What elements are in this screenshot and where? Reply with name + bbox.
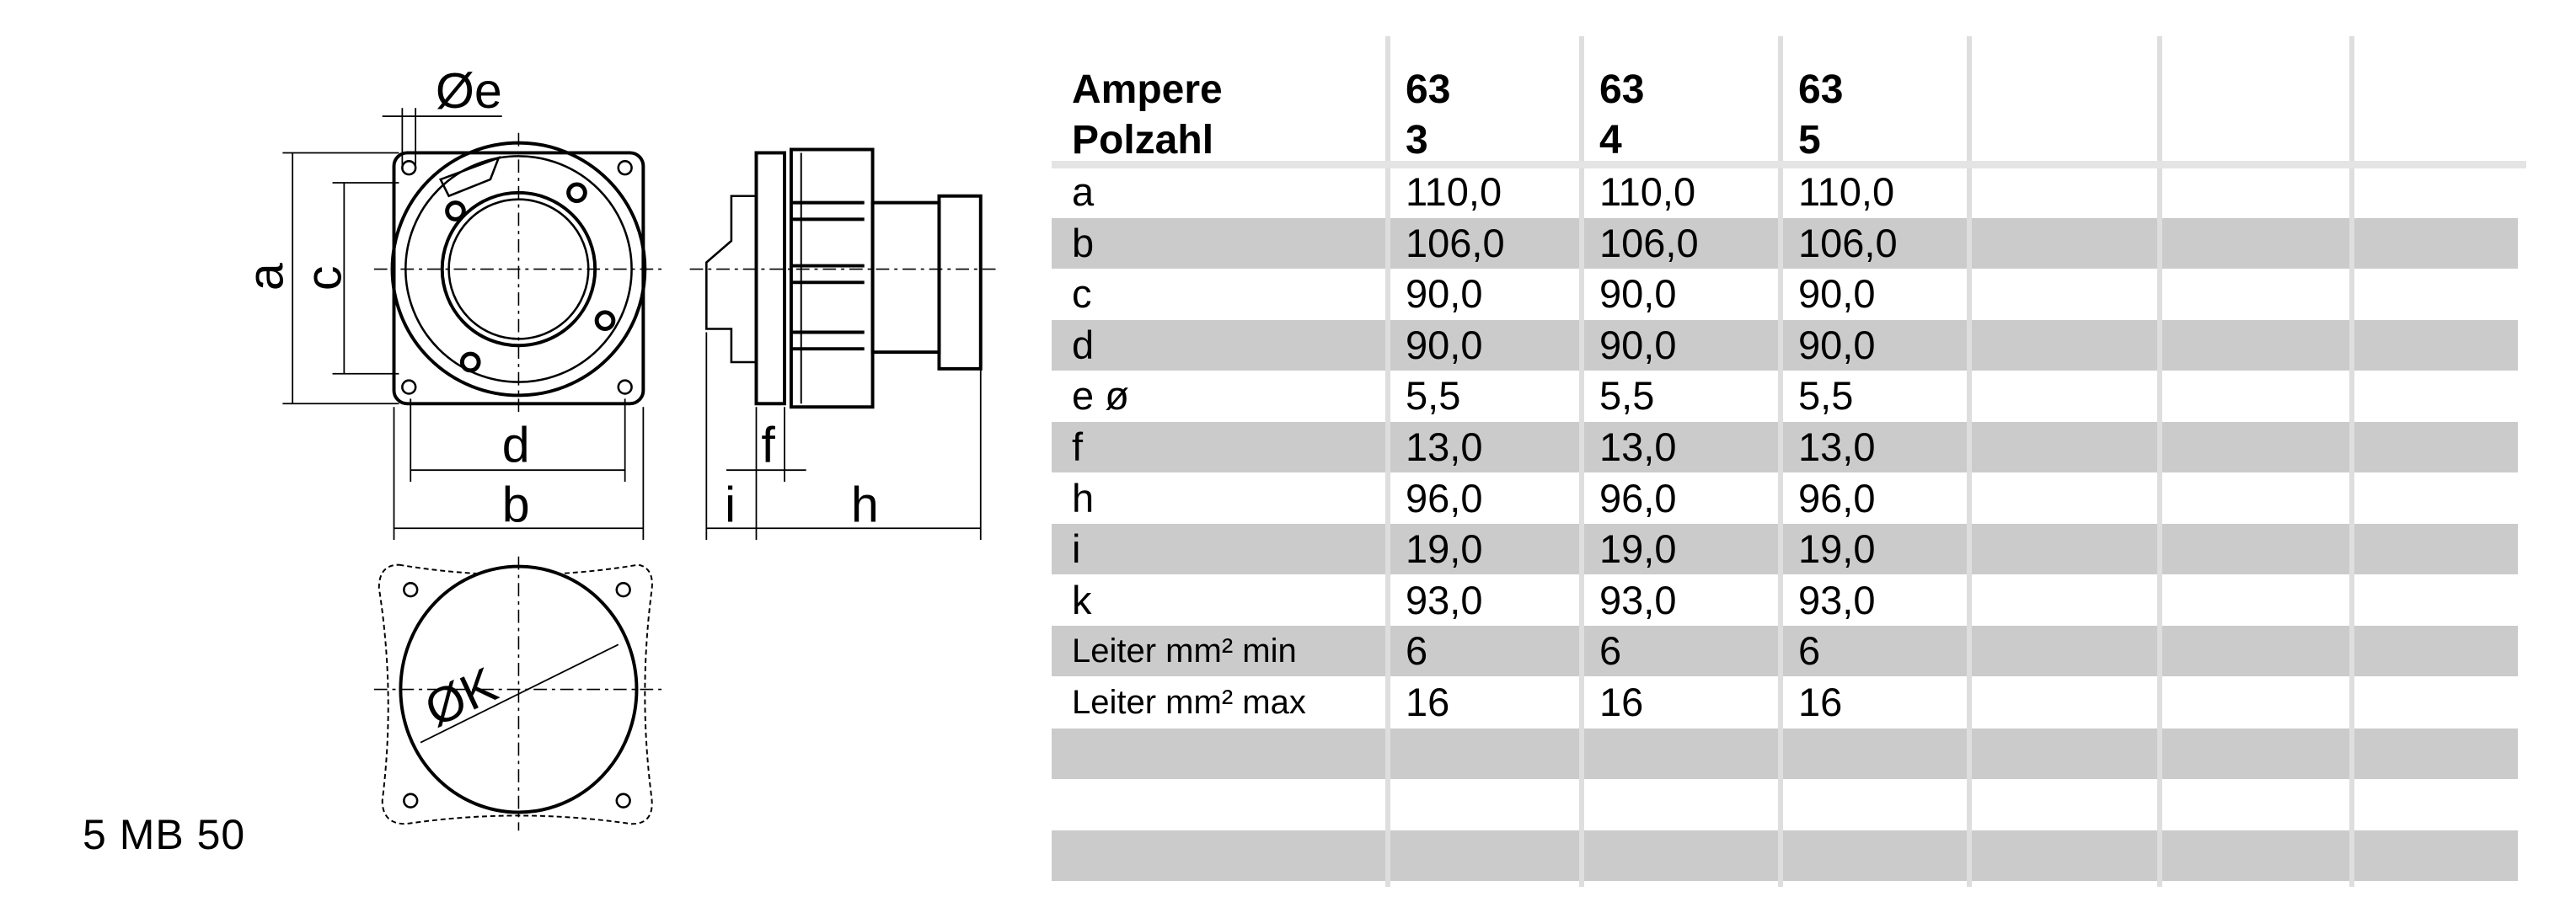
panel-cutout-view: [373, 556, 666, 831]
ampere-value: 63: [1406, 67, 1451, 112]
row-value: 19,0: [1599, 526, 1677, 572]
row-value: 96,0: [1599, 475, 1677, 520]
table-row: a 110,0 110,0 110,0: [1052, 167, 2518, 217]
row-value: 5,5: [1599, 373, 1655, 419]
column-divider: [1967, 36, 1972, 887]
dim-label-b: b: [502, 476, 530, 532]
table-row: Leiter mm² max 16 16 16: [1052, 677, 2518, 728]
row-value: 6: [1798, 628, 1821, 674]
table-row: e ø 5,5 5,5 5,5: [1052, 371, 2518, 421]
dim-label-d: d: [502, 416, 530, 472]
table-row: f 13,0 13,0 13,0: [1052, 422, 2518, 472]
row-value: 106,0: [1599, 220, 1699, 265]
row-value: 106,0: [1406, 220, 1505, 265]
table-row: [1052, 779, 2518, 830]
header-column-1: 63 3: [1406, 65, 1450, 191]
row-value: 19,0: [1406, 526, 1483, 572]
side-view: [689, 147, 998, 409]
row-value: 16: [1406, 680, 1450, 724]
dimension-drawing: Øe a c d b f i h ØK: [237, 62, 998, 831]
row-value: 96,0: [1406, 475, 1483, 520]
row-label: Leiter mm² min: [1072, 632, 1297, 670]
dim-label-h: h: [851, 476, 879, 532]
row-value: 90,0: [1406, 322, 1483, 367]
row-label: a: [1072, 169, 1095, 214]
dim-label-e: Øe: [436, 62, 502, 119]
row-value: 90,0: [1599, 322, 1677, 367]
row-label: k: [1072, 577, 1092, 622]
row-value: 93,0: [1599, 577, 1677, 622]
row-value: 5,5: [1406, 373, 1461, 419]
front-view: [373, 132, 666, 416]
row-value: 13,0: [1599, 424, 1677, 469]
side-dimensions: [705, 332, 982, 541]
row-value: 93,0: [1406, 577, 1483, 622]
dim-label-f: f: [761, 416, 775, 472]
row-value: 13,0: [1798, 424, 1876, 469]
row-label: b: [1072, 220, 1095, 265]
poles-value: 3: [1406, 118, 1428, 163]
row-value: 19,0: [1798, 526, 1876, 572]
table-row: c 90,0 90,0 90,0: [1052, 269, 2518, 319]
front-dimensions: [282, 108, 645, 541]
poles-value: 5: [1798, 118, 1821, 163]
ampere-value: 63: [1798, 67, 1844, 112]
row-value: 110,0: [1798, 169, 1895, 214]
table-row: h 96,0 96,0 96,0: [1052, 473, 2518, 524]
poles-value: 4: [1599, 118, 1622, 163]
header-label: Ampere Polzahl: [1072, 65, 1223, 191]
column-divider: [1579, 36, 1584, 887]
row-label: d: [1072, 322, 1095, 367]
table-row: d 90,0 90,0 90,0: [1052, 319, 2518, 371]
row-label: i: [1072, 526, 1081, 572]
header-ampere: Ampere: [1072, 67, 1223, 112]
row-value: 5,5: [1798, 373, 1854, 419]
table-row: [1052, 830, 2518, 881]
dimension-table: a 110,0 110,0 110,0 b 106,0 106,0 106,0 c 90,0 90,…: [1052, 36, 2526, 887]
row-label: c: [1072, 271, 1092, 317]
column-divider: [2157, 36, 2162, 887]
header-separator: [1052, 161, 2526, 168]
header-column-2: 63 4: [1599, 65, 1644, 191]
ampere-value: 63: [1599, 67, 1645, 112]
row-value: 13,0: [1406, 424, 1483, 469]
row-value: 16: [1798, 680, 1843, 724]
row-value: 90,0: [1798, 322, 1876, 367]
row-label: Leiter mm² max: [1072, 684, 1306, 721]
dim-label-i: i: [725, 476, 736, 532]
table-row: i 19,0 19,0 19,0: [1052, 524, 2518, 575]
table-row: Leiter mm² min 6 6 6: [1052, 626, 2518, 677]
column-divider: [1385, 36, 1390, 887]
row-value: 96,0: [1798, 475, 1876, 520]
row-value: 90,0: [1798, 271, 1876, 317]
header-polzahl: Polzahl: [1072, 118, 1214, 163]
row-value: 106,0: [1798, 220, 1898, 265]
dim-label-a: a: [237, 263, 293, 291]
row-value: 110,0: [1406, 169, 1502, 214]
row-label: e ø: [1072, 373, 1129, 419]
row-value: 90,0: [1599, 271, 1677, 317]
row-value: 110,0: [1599, 169, 1696, 214]
model-number: 5 MB 50: [83, 811, 246, 858]
row-label: h: [1072, 475, 1095, 520]
row-value: 93,0: [1798, 577, 1876, 622]
row-label: f: [1072, 424, 1084, 469]
table-row: k 93,0 93,0 93,0: [1052, 575, 2518, 626]
table-row: b 106,0 106,0 106,0: [1052, 217, 2518, 269]
row-value: 90,0: [1406, 271, 1483, 317]
row-value: 6: [1406, 628, 1428, 674]
table-row: [1052, 728, 2518, 779]
column-divider: [1778, 36, 1783, 887]
dim-label-c: c: [295, 266, 351, 291]
row-value: 16: [1599, 680, 1644, 724]
column-divider: [2349, 36, 2354, 887]
row-value: 6: [1599, 628, 1622, 674]
header-column-3: 63 5: [1798, 65, 1843, 191]
